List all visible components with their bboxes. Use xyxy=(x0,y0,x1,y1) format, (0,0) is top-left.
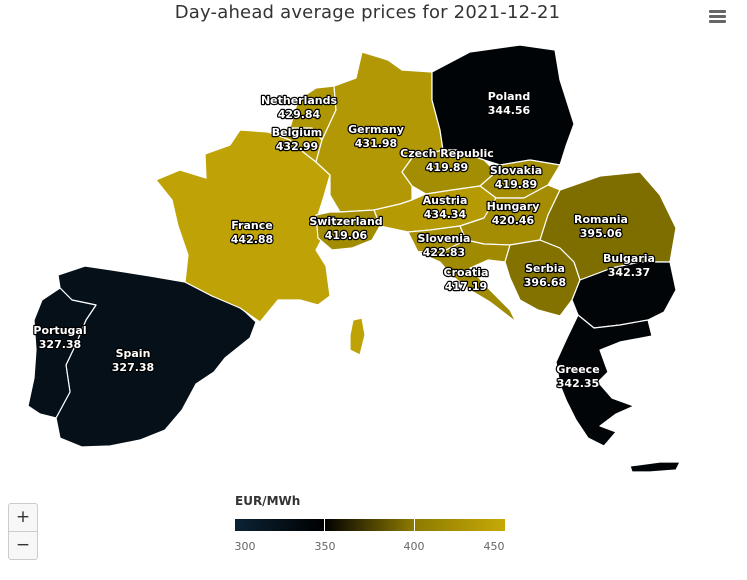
country-label-belgium: Belgium xyxy=(272,126,323,139)
country-label-switzerland: Switzerland xyxy=(309,215,382,228)
country-value-serbia: 396.68 xyxy=(524,276,566,289)
country-label-austria: Austria xyxy=(423,194,468,207)
country-corsica[interactable] xyxy=(349,317,366,356)
country-label-slovakia: Slovakia xyxy=(490,164,542,177)
legend-color-bar xyxy=(235,519,505,531)
country-label-serbia: Serbia xyxy=(525,262,565,275)
country-switzerland[interactable] xyxy=(315,209,381,251)
country-value-spain: 327.38 xyxy=(112,361,154,374)
country-label-slovenia: Slovenia xyxy=(418,232,471,245)
country-label-netherlands: Netherlands xyxy=(261,94,338,107)
legend-title: EUR/MWh xyxy=(235,494,301,508)
zoom-control: + − xyxy=(8,503,38,560)
zoom-in-button[interactable]: + xyxy=(15,507,31,527)
zoom-out-button[interactable]: − xyxy=(15,535,31,555)
country-portugal[interactable] xyxy=(27,287,97,419)
country-value-austria: 434.34 xyxy=(424,208,467,221)
country-croatia[interactable] xyxy=(417,239,517,323)
country-value-switzerland: 419.06 xyxy=(325,229,368,242)
country-label-czech-republic: Czech Republic xyxy=(400,147,494,160)
country-value-poland: 344.56 xyxy=(488,104,531,117)
country-value-germany: 431.98 xyxy=(355,137,397,150)
country-label-croatia: Croatia xyxy=(444,266,489,279)
legend-tick-label: 450 xyxy=(483,540,505,553)
hamburger-menu-icon[interactable] xyxy=(704,4,730,28)
country-label-france: France xyxy=(231,219,272,232)
chart-title: Day-ahead average prices for 2021-12-21 xyxy=(174,2,561,23)
country-value-bulgaria: 342.37 xyxy=(608,266,650,279)
country-label-portugal: Portugal xyxy=(33,324,86,337)
country-label-greece: Greece xyxy=(556,363,599,376)
legend-tick-label: 350 xyxy=(314,540,336,553)
country-label-bulgaria: Bulgaria xyxy=(603,252,655,265)
legend-tick-label: 300 xyxy=(234,540,256,553)
country-crete[interactable] xyxy=(629,461,681,473)
country-bulgaria[interactable] xyxy=(571,261,677,329)
country-greece[interactable] xyxy=(555,314,653,447)
country-label-spain: Spain xyxy=(116,347,151,360)
country-value-croatia: 417.19 xyxy=(445,280,487,293)
country-value-greece: 342.35 xyxy=(557,377,599,390)
legend-tick-label: 400 xyxy=(403,540,425,553)
country-value-slovakia: 419.89 xyxy=(495,178,537,191)
country-label-poland: Poland xyxy=(488,90,531,103)
country-label-hungary: Hungary xyxy=(487,200,540,213)
country-value-belgium: 432.99 xyxy=(276,140,318,153)
country-label-romania: Romania xyxy=(574,213,628,226)
country-value-hungary: 420.46 xyxy=(492,214,535,227)
country-value-czech-republic: 419.89 xyxy=(426,161,468,174)
country-value-portugal: 327.38 xyxy=(39,338,81,351)
country-value-netherlands: 429.84 xyxy=(278,108,321,121)
country-value-romania: 395.06 xyxy=(580,227,623,240)
country-value-france: 442.88 xyxy=(231,233,273,246)
country-label-germany: Germany xyxy=(348,123,404,136)
country-value-slovenia: 422.83 xyxy=(423,246,465,259)
